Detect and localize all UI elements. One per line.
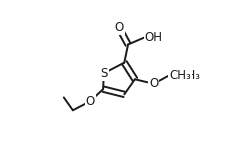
Text: O: O [149, 77, 159, 90]
Text: O: O [86, 95, 95, 108]
Text: O: O [114, 21, 124, 34]
Text: O: O [86, 95, 95, 108]
Text: O: O [114, 21, 124, 34]
Text: S: S [100, 67, 108, 80]
Text: O: O [149, 77, 159, 90]
Text: OCH₃: OCH₃ [170, 69, 201, 82]
Text: OH: OH [145, 31, 163, 44]
Text: CH₃: CH₃ [169, 69, 191, 82]
Text: OH: OH [145, 31, 163, 44]
Text: S: S [100, 67, 108, 80]
